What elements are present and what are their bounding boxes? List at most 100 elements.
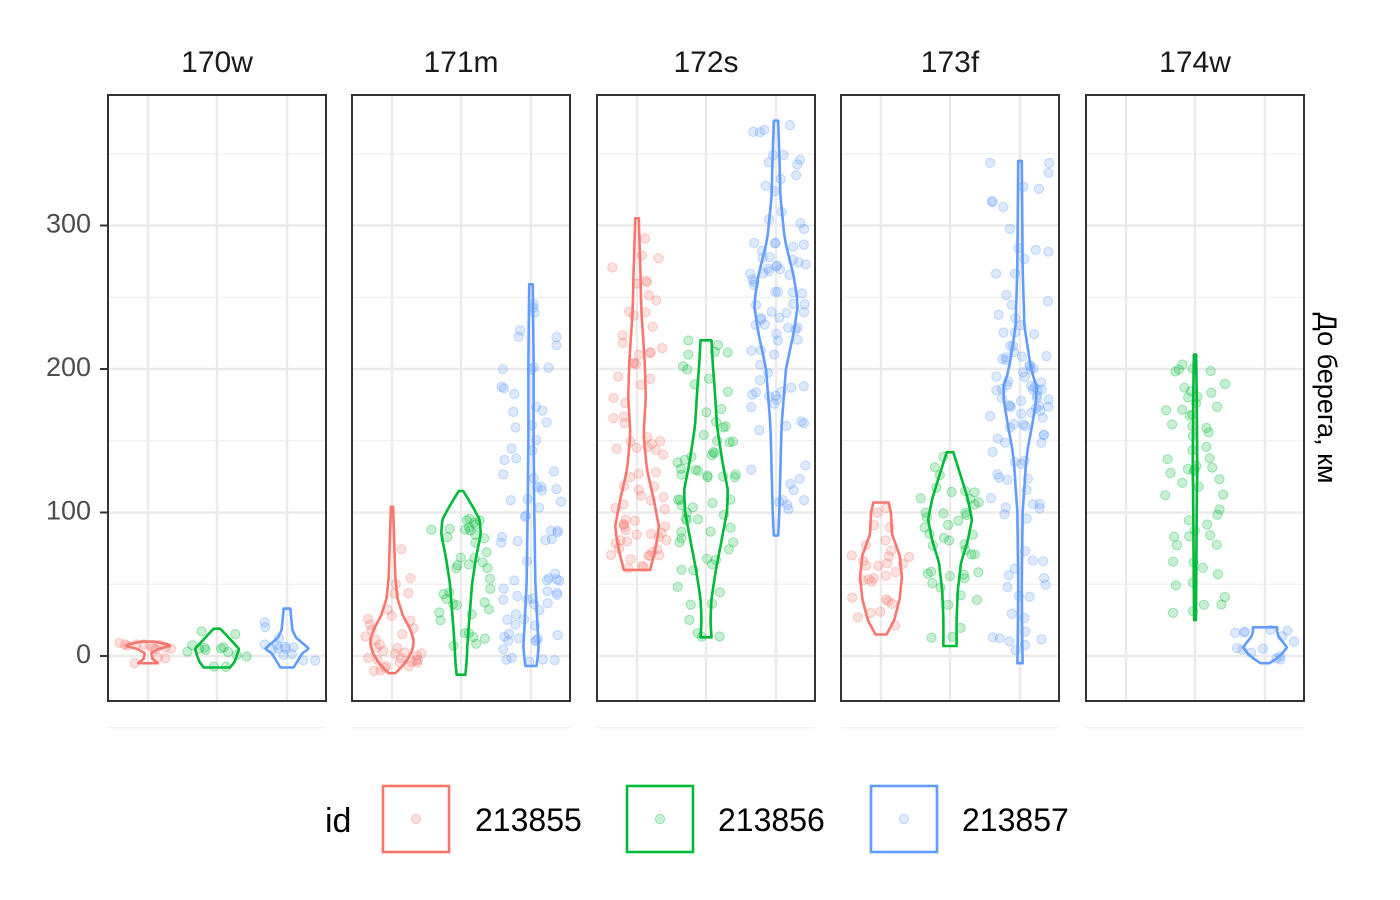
data-point <box>772 394 783 405</box>
data-point <box>946 486 957 498</box>
data-point <box>1179 382 1190 393</box>
y-tick-label: 200 <box>46 352 91 382</box>
data-point <box>216 643 227 654</box>
violin-213856 <box>193 627 241 669</box>
data-point <box>701 553 713 564</box>
data-point <box>661 534 672 546</box>
data-point <box>769 349 780 360</box>
data-point <box>675 463 687 474</box>
data-point <box>685 599 696 610</box>
data-point <box>1040 579 1051 590</box>
data-point <box>510 619 521 630</box>
data-point <box>1034 499 1045 510</box>
violin-213857 <box>522 283 540 668</box>
data-point <box>1038 430 1049 441</box>
data-point <box>645 347 656 358</box>
data-point <box>748 126 759 137</box>
data-point <box>798 307 810 318</box>
data-point <box>1197 562 1208 573</box>
data-point <box>479 633 490 644</box>
data-point <box>880 570 891 581</box>
data-point <box>674 537 685 548</box>
data-point <box>714 631 725 642</box>
data-point <box>985 411 996 422</box>
data-point <box>645 373 656 384</box>
data-point <box>200 644 211 656</box>
data-point <box>647 321 658 332</box>
data-point <box>498 594 509 605</box>
data-point <box>1170 366 1181 377</box>
data-point <box>756 313 767 324</box>
data-point <box>499 454 510 466</box>
facet-label: 173f <box>921 46 980 79</box>
data-point <box>505 495 516 506</box>
data-point <box>1161 405 1172 416</box>
data-point <box>712 340 724 351</box>
data-point <box>994 472 1005 483</box>
data-point <box>1177 404 1188 415</box>
violin-213855 <box>858 501 904 636</box>
data-point <box>618 519 629 530</box>
data-point <box>499 631 510 642</box>
data-point <box>716 403 727 415</box>
data-point <box>623 563 634 574</box>
data-point <box>728 537 739 548</box>
data-point <box>875 606 886 617</box>
data-point <box>702 472 713 483</box>
data-point <box>554 575 565 586</box>
violin-213856 <box>683 339 729 639</box>
data-point <box>509 575 520 586</box>
data-point <box>991 268 1002 279</box>
data-point <box>770 286 781 297</box>
data-point <box>1015 395 1027 407</box>
violin-213856 <box>440 489 482 676</box>
data-point <box>852 612 864 623</box>
violin-213857 <box>264 607 310 669</box>
data-point <box>1230 627 1241 639</box>
data-point <box>693 465 704 476</box>
data-point <box>390 648 401 659</box>
data-point <box>658 492 669 503</box>
data-point <box>1020 421 1031 432</box>
data-point <box>966 549 977 560</box>
data-point <box>880 535 891 546</box>
data-point <box>631 359 642 370</box>
data-point <box>498 583 509 594</box>
data-point <box>987 197 998 208</box>
data-point <box>760 180 771 191</box>
data-point <box>411 650 423 661</box>
data-point <box>540 535 551 546</box>
data-point <box>794 154 806 165</box>
data-point <box>1177 477 1188 488</box>
data-point <box>781 307 792 319</box>
data-point <box>611 443 622 454</box>
data-point <box>482 562 493 574</box>
data-point <box>288 642 299 653</box>
data-point <box>987 446 998 458</box>
data-point <box>555 496 567 507</box>
data-point <box>679 454 690 465</box>
data-point <box>692 514 704 525</box>
data-point <box>506 443 517 454</box>
data-point <box>746 401 757 413</box>
data-point <box>846 550 857 561</box>
data-point <box>798 381 809 392</box>
data-point <box>1201 422 1212 434</box>
data-point <box>872 507 883 518</box>
data-point <box>796 416 807 427</box>
data-point <box>551 484 562 495</box>
data-point <box>639 233 651 244</box>
data-point <box>503 635 514 646</box>
data-point <box>1027 555 1038 566</box>
data-point <box>1162 454 1173 465</box>
data-point <box>992 469 1003 480</box>
data-point <box>953 515 964 526</box>
data-point <box>646 438 658 449</box>
data-point <box>498 469 509 480</box>
data-point <box>520 510 532 521</box>
data-point <box>1016 408 1027 419</box>
data-point <box>926 566 937 577</box>
data-point <box>657 343 668 354</box>
data-point <box>512 536 523 547</box>
data-point <box>543 573 555 584</box>
